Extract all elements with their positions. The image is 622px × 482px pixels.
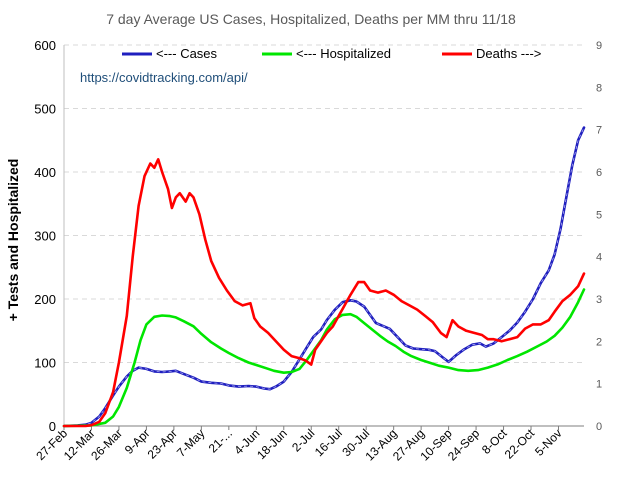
right-tick-label: 9: [596, 40, 602, 52]
right-tick-label: 0: [596, 421, 602, 433]
left-tick-label: 300: [34, 229, 56, 244]
legend-label: <--- Hospitalized: [296, 46, 391, 61]
x-tick-label: 24-Sep: [445, 426, 482, 463]
series-line-highlight: [63, 127, 585, 427]
y-axis-label: + Tests and Hospitalized: [5, 159, 21, 322]
left-tick-label: 0: [49, 419, 56, 434]
right-tick-label: 3: [596, 294, 602, 306]
right-tick-label: 1: [596, 379, 602, 391]
right-axis-ticks: 0 1 2 3 4 5 6 7 8 9: [596, 40, 602, 433]
chart-title: 7 day Average US Cases, Hospitalized, De…: [106, 11, 516, 27]
right-tick-label: 6: [596, 167, 602, 179]
left-tick-label: 500: [34, 102, 56, 117]
grid-lines: [64, 44, 584, 363]
left-axis-ticks: 0 100 200 300 400 500 600: [34, 38, 56, 434]
x-tick-label: 26-Mar: [88, 426, 125, 463]
legend-label: <--- Cases: [156, 46, 218, 61]
series-line: [62, 158, 586, 428]
x-tick-label: 22-Oct: [502, 426, 538, 462]
source-annotation: https://covidtracking.com/api/: [80, 70, 248, 85]
left-tick-label: 200: [34, 292, 56, 307]
right-tick-label: 4: [596, 252, 602, 264]
right-tick-label: 2: [596, 336, 602, 348]
x-tick-label: 21-...: [206, 426, 235, 455]
series-line: [62, 288, 586, 428]
x-axis-ticks: 27-Feb12-Mar26-Mar9-Apr23-Apr7-May21-...…: [33, 426, 564, 464]
series-lines: [62, 126, 586, 428]
x-tick-label: 7-May: [174, 426, 207, 459]
right-tick-label: 5: [596, 209, 602, 221]
right-tick-label: 8: [596, 82, 602, 94]
x-tick-label: 16-Jul: [312, 426, 345, 459]
left-tick-label: 600: [34, 38, 56, 53]
legend: <--- Cases <--- Hospitalized Deaths --->: [122, 46, 541, 61]
x-tick-label: 5-Nov: [532, 426, 565, 459]
right-tick-label: 7: [596, 125, 602, 137]
left-tick-label: 100: [34, 356, 56, 371]
x-tick-label: 23-Apr: [145, 426, 180, 461]
left-tick-label: 400: [34, 165, 56, 180]
legend-label: Deaths --->: [476, 46, 541, 61]
x-tick-label: 18-Jun: [254, 426, 290, 462]
